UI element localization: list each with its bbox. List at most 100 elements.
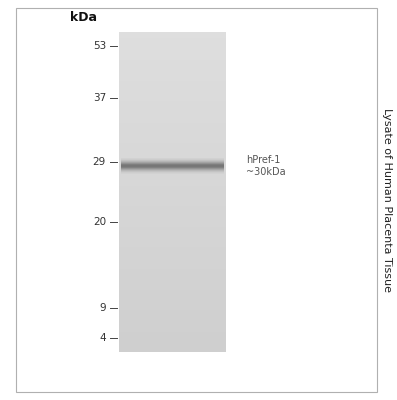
Bar xyxy=(119,246,226,248)
Bar xyxy=(119,337,226,338)
Bar xyxy=(119,147,226,148)
Bar xyxy=(119,261,226,262)
Bar xyxy=(119,332,226,333)
Bar xyxy=(119,120,226,122)
Bar xyxy=(119,290,226,291)
Bar xyxy=(119,42,226,43)
Bar xyxy=(119,223,226,224)
Bar xyxy=(119,123,226,124)
Bar xyxy=(119,50,226,51)
Bar xyxy=(119,244,226,245)
Bar xyxy=(119,232,226,234)
Bar xyxy=(119,176,226,177)
Bar xyxy=(119,98,226,99)
Bar xyxy=(119,136,226,138)
Bar xyxy=(119,86,226,88)
Bar xyxy=(119,58,226,59)
Bar xyxy=(119,32,226,33)
Bar xyxy=(119,269,226,270)
Bar xyxy=(119,250,226,251)
Bar xyxy=(119,168,226,170)
Bar xyxy=(119,346,226,347)
Text: hPref-1
~30kDa: hPref-1 ~30kDa xyxy=(246,155,286,177)
Bar xyxy=(119,324,226,325)
Bar xyxy=(119,118,226,120)
Bar xyxy=(119,190,226,191)
Bar xyxy=(119,309,226,310)
Bar xyxy=(119,347,226,348)
Bar xyxy=(119,180,226,181)
Bar xyxy=(119,37,226,38)
Bar xyxy=(119,184,226,186)
Bar xyxy=(119,229,226,230)
Text: 53: 53 xyxy=(93,41,106,51)
Bar xyxy=(119,163,226,164)
Bar xyxy=(119,102,226,104)
Bar xyxy=(119,126,226,127)
Bar xyxy=(119,252,226,253)
Bar xyxy=(119,132,226,133)
Bar xyxy=(119,307,226,308)
Bar xyxy=(119,156,226,157)
Bar xyxy=(119,341,226,342)
Bar xyxy=(119,256,226,257)
Bar xyxy=(119,130,226,131)
Text: Lysate of Human Placenta Tissue: Lysate of Human Placenta Tissue xyxy=(382,108,392,292)
Bar xyxy=(119,300,226,301)
Bar xyxy=(119,115,226,116)
Bar xyxy=(119,140,226,141)
Bar xyxy=(119,239,226,240)
Bar xyxy=(119,336,226,337)
Bar xyxy=(119,194,226,195)
Bar xyxy=(119,283,226,284)
Bar xyxy=(119,69,226,70)
Bar xyxy=(119,348,226,349)
Bar xyxy=(119,34,226,35)
Bar xyxy=(119,56,226,58)
Bar xyxy=(119,78,226,79)
Bar xyxy=(119,237,226,238)
Bar xyxy=(119,106,226,107)
Bar xyxy=(119,296,226,298)
Bar xyxy=(119,308,226,309)
Bar xyxy=(119,68,226,69)
Bar xyxy=(119,134,226,136)
Bar xyxy=(119,203,226,204)
Bar xyxy=(119,328,226,330)
Bar xyxy=(119,51,226,52)
Bar xyxy=(119,175,226,176)
Bar xyxy=(119,154,226,155)
Bar xyxy=(119,76,226,77)
Bar xyxy=(119,77,226,78)
Bar xyxy=(119,208,226,209)
Bar xyxy=(119,181,226,182)
Bar xyxy=(119,306,226,307)
Bar xyxy=(119,33,226,34)
Bar xyxy=(119,209,226,210)
Text: 20: 20 xyxy=(93,217,106,227)
Bar xyxy=(119,44,226,45)
Bar xyxy=(119,95,226,96)
Bar xyxy=(119,197,226,198)
Bar xyxy=(119,228,226,229)
Bar xyxy=(119,64,226,65)
Bar xyxy=(119,254,226,255)
Bar xyxy=(119,286,226,287)
Bar xyxy=(119,287,226,288)
Bar xyxy=(119,192,226,193)
Bar xyxy=(119,124,226,125)
Bar xyxy=(119,108,226,109)
Bar xyxy=(119,305,226,306)
Bar xyxy=(119,82,226,83)
Bar xyxy=(119,271,226,272)
Bar xyxy=(119,191,226,192)
Bar xyxy=(119,138,226,139)
Bar xyxy=(119,213,226,214)
Bar xyxy=(119,164,226,165)
Bar xyxy=(119,211,226,212)
Bar xyxy=(119,219,226,220)
Bar xyxy=(119,129,226,130)
Bar xyxy=(119,225,226,226)
Bar xyxy=(119,214,226,216)
Bar xyxy=(119,54,226,56)
